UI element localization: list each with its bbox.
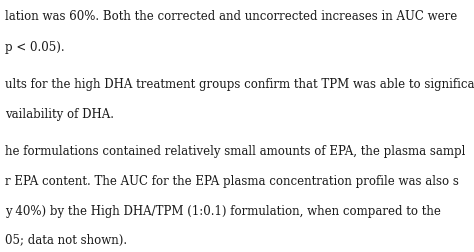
Text: lation was 60%. Both the corrected and uncorrected increases in AUC were: lation was 60%. Both the corrected and u…	[5, 10, 457, 23]
Text: p < 0.05).: p < 0.05).	[5, 41, 64, 54]
Text: ults for the high DHA treatment groups confirm that TPM was able to significa: ults for the high DHA treatment groups c…	[5, 78, 474, 91]
Text: vailability of DHA.: vailability of DHA.	[5, 108, 114, 120]
Text: y 40%) by the High DHA/TPM (1:0.1) formulation, when compared to the: y 40%) by the High DHA/TPM (1:0.1) formu…	[5, 204, 441, 217]
Text: 05; data not shown).: 05; data not shown).	[5, 233, 127, 246]
Text: r EPA content. The AUC for the EPA plasma concentration profile was also s: r EPA content. The AUC for the EPA plasm…	[5, 174, 459, 187]
Text: he formulations contained relatively small amounts of EPA, the plasma sampl: he formulations contained relatively sma…	[5, 145, 465, 158]
